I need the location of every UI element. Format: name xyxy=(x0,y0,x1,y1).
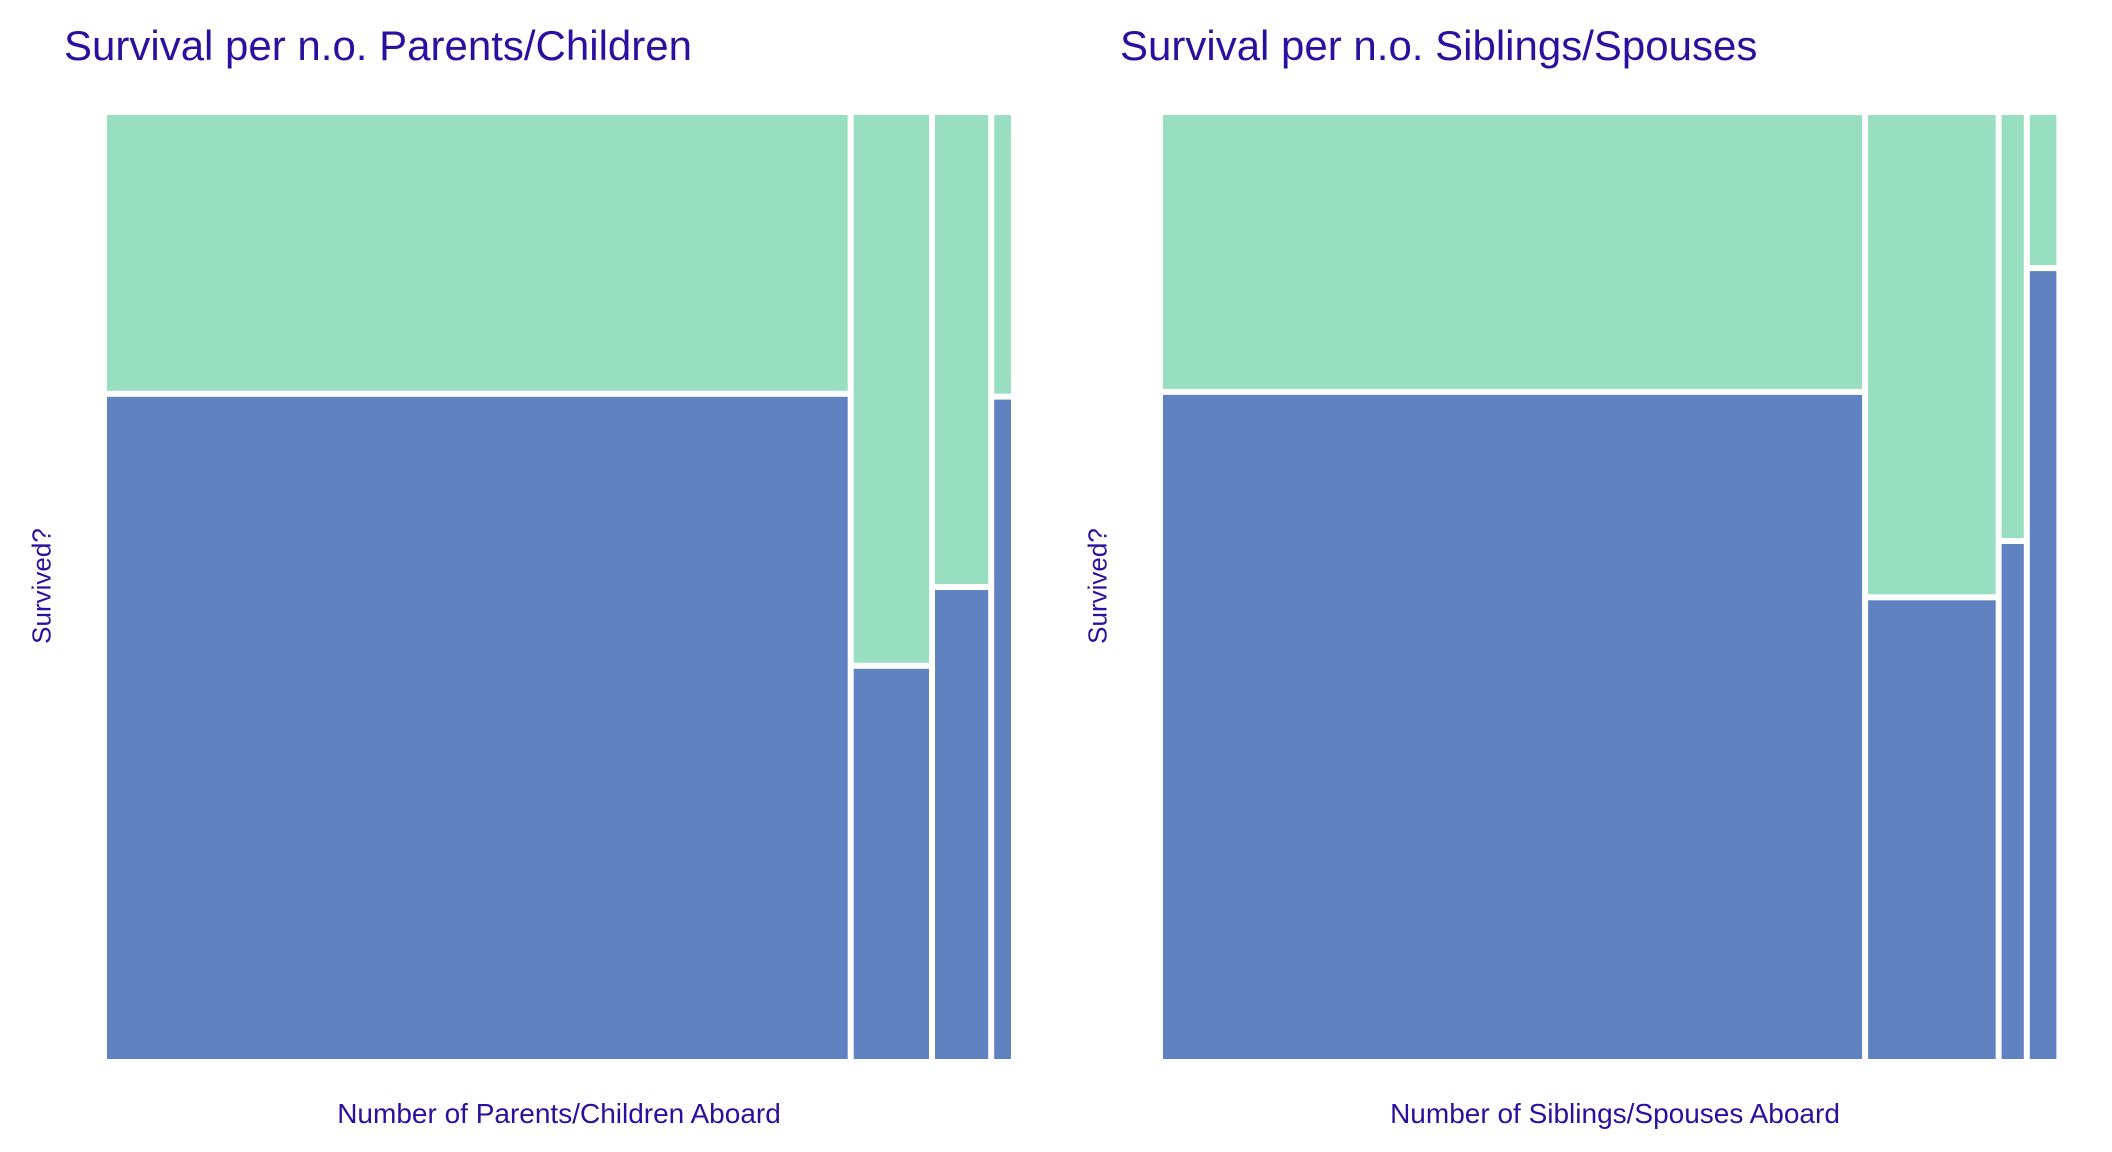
mosaic-plot-siblings-spouses xyxy=(1163,115,2057,1060)
mosaic-cell-survived-2 xyxy=(935,115,989,584)
mosaic-cell-died-2 xyxy=(935,590,989,1059)
x-axis-label: Number of Parents/Children Aboard xyxy=(337,1098,781,1129)
mosaic-cell-survived-1 xyxy=(1868,115,1996,595)
y-axis-label: Survived? xyxy=(1082,528,1113,644)
mosaic-cell-died-1 xyxy=(1868,600,1996,1059)
mosaic-cell-survived-0 xyxy=(107,115,848,391)
x-axis-label: Number of Siblings/Spouses Aboard xyxy=(1390,1098,1840,1129)
mosaic-cell-survived-2 xyxy=(2001,115,2024,538)
chart-panel-parents-children: Survival per n.o. Parents/Children Survi… xyxy=(26,22,1011,1129)
chart-panel-siblings-spouses: Survival per n.o. Siblings/Spouses Survi… xyxy=(1056,0,2112,1152)
mosaic-cell-survived-0 xyxy=(1163,115,1863,389)
chart-title: Survival per n.o. Siblings/Spouses xyxy=(1120,22,1758,69)
y-axis-label: Survived? xyxy=(26,528,57,644)
mosaic-cell-died-3 xyxy=(994,399,1011,1060)
mosaic-cell-died-1 xyxy=(853,668,929,1059)
mosaic-cell-died-2 xyxy=(2001,544,2024,1059)
chart-title: Survival per n.o. Parents/Children xyxy=(64,22,692,69)
mosaic-cell-died-0 xyxy=(107,396,848,1059)
mosaic-cell-survived-3 xyxy=(2029,115,2057,266)
mosaic-cell-survived-1 xyxy=(853,115,929,663)
mosaic-plot-parents-children xyxy=(107,115,1011,1060)
mosaic-cell-died-3 xyxy=(2029,271,2057,1060)
mosaic-cell-died-0 xyxy=(1163,394,1863,1059)
mosaic-cell-survived-3 xyxy=(994,115,1011,394)
